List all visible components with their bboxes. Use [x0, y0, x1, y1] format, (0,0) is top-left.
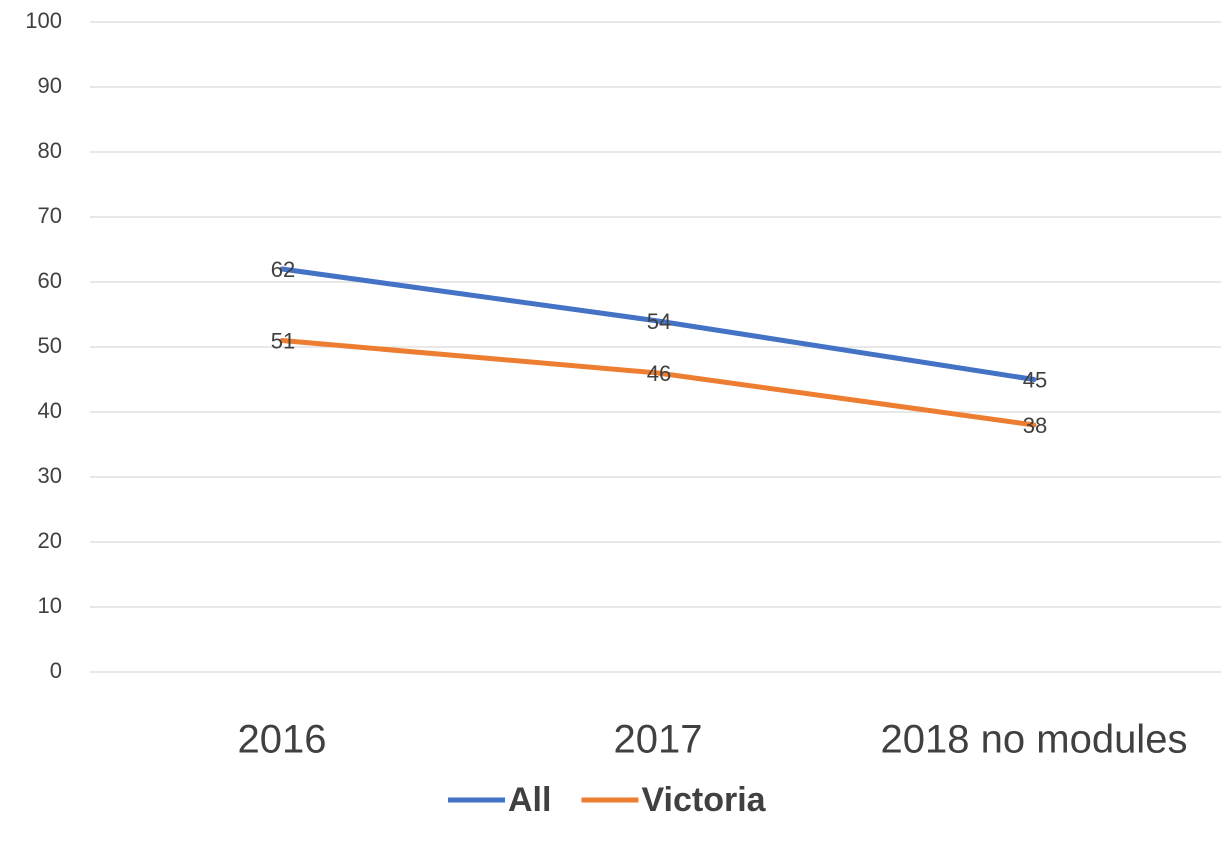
y-tick-label: 100	[25, 8, 62, 33]
y-tick-label: 40	[38, 398, 62, 423]
y-tick-label: 0	[50, 658, 62, 683]
y-tick-label: 90	[38, 73, 62, 98]
legend-label: All	[508, 781, 551, 819]
y-tick-label: 60	[38, 268, 62, 293]
data-label: 54	[647, 309, 671, 334]
data-label: 51	[271, 328, 295, 353]
data-label: 62	[271, 257, 295, 282]
y-tick-label: 50	[38, 333, 62, 358]
y-tick-label: 80	[38, 138, 62, 163]
legend-label: Victoria	[641, 781, 766, 819]
data-label: 45	[1023, 367, 1047, 392]
x-tick-label: 2018 no modules	[881, 718, 1188, 762]
y-tick-label: 30	[38, 463, 62, 488]
data-label: 38	[1023, 413, 1047, 438]
y-tick-label: 20	[38, 528, 62, 553]
series-line	[279, 266, 1037, 382]
y-tick-label: 70	[38, 203, 62, 228]
data-label: 46	[647, 361, 671, 386]
x-tick-label: 2017	[614, 718, 703, 762]
y-tick-label: 10	[38, 593, 62, 618]
x-tick-label: 2016	[238, 718, 327, 762]
series-line	[279, 338, 1037, 428]
